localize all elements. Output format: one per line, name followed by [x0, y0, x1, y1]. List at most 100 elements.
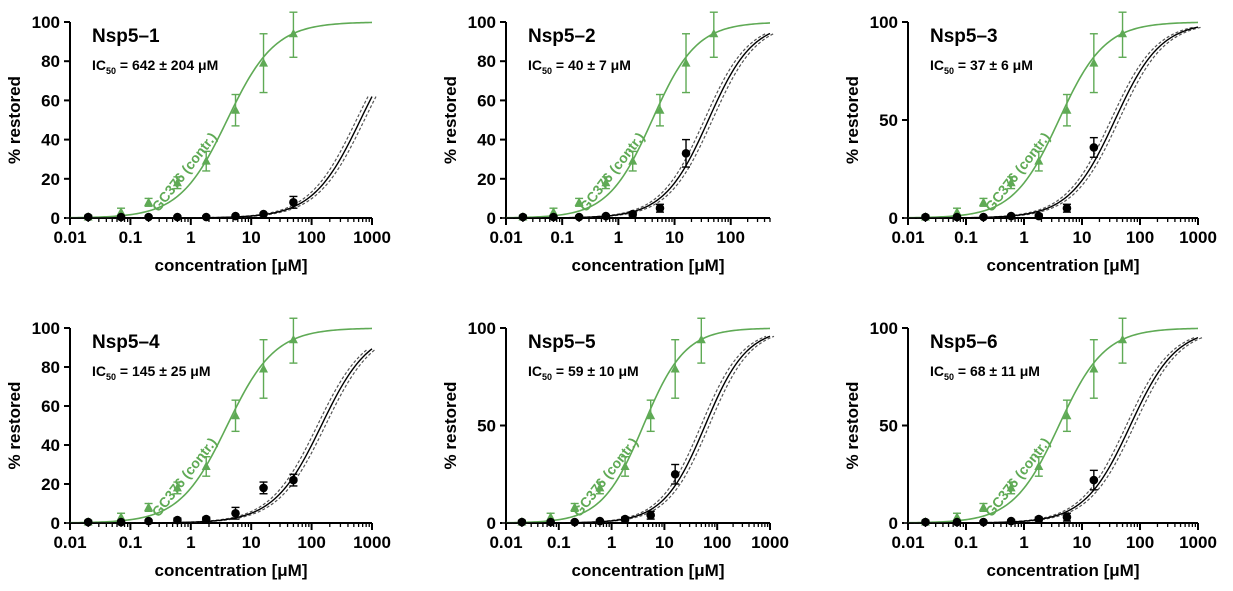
y-axis-title: % restored: [441, 382, 460, 470]
control-data-point: [570, 502, 580, 511]
y-tick-label: 40: [41, 436, 60, 455]
y-axis-title: % restored: [5, 76, 24, 164]
control-series-label: GC376 (contr.): [569, 434, 641, 519]
compound-data-point: [601, 211, 611, 221]
x-tick-label: 1: [614, 228, 623, 247]
control-data-point: [574, 197, 584, 206]
compound-ci-curve: [501, 335, 767, 524]
control-fit-curve: [505, 327, 771, 524]
control-data-point: [144, 502, 154, 511]
x-tick-label: 0.01: [891, 533, 924, 552]
compound-ci-curve: [66, 96, 369, 219]
compound-data-point: [628, 209, 638, 219]
compound-data-point: [173, 515, 182, 525]
compound-ci-curve: [903, 26, 1195, 219]
control-data-point: [628, 156, 638, 165]
x-tick-label: 0.01: [53, 228, 86, 247]
y-tick-label: 100: [870, 13, 898, 32]
compound-data-point: [670, 469, 680, 479]
ic50-label: IC50 = 37 ± 6 μM: [930, 57, 1033, 76]
x-tick-label: 0.1: [550, 228, 574, 247]
x-axis-title: concentration [μM]: [986, 256, 1139, 275]
ic50-subscript: 50: [944, 66, 954, 76]
y-tick-label: 0: [51, 514, 60, 533]
x-tick-label: 0.01: [891, 228, 924, 247]
x-tick-label: 0.1: [954, 228, 978, 247]
x-tick-label: 10: [1073, 228, 1092, 247]
compound-data-point: [83, 517, 93, 527]
x-tick-label: 100: [717, 228, 745, 247]
ic50-value: = 145 ± 25 μM: [116, 363, 210, 379]
y-axis-title: % restored: [5, 382, 24, 470]
compound-data-point: [570, 517, 579, 527]
chart-panel-4: 0 20 40 60 80 100 0.01 0.1 1 10 100 1000 concentrati…: [5, 317, 391, 580]
y-tick-label: 0: [889, 209, 898, 228]
y-axis-title: % restored: [843, 382, 862, 470]
chart-panel-6: 0 50 100 0.01 0.1 1 10 100 1000 concentration [μM…: [843, 317, 1217, 580]
chart-panel-3: 0 50 100 0.01 0.1 1 10 100 1000 concentration [μM…: [843, 11, 1217, 275]
x-tick-label: 1: [186, 228, 195, 247]
y-tick-label: 80: [41, 358, 60, 377]
y-tick-label: 20: [41, 475, 60, 494]
compound-data-point: [259, 483, 268, 493]
ic50-subscript: 50: [542, 66, 552, 76]
compound-data-point: [116, 212, 126, 222]
compound-data-point: [144, 516, 153, 526]
y-axis-title: % restored: [441, 76, 460, 164]
control-data-point: [1034, 461, 1044, 470]
compound-data-point: [173, 212, 182, 222]
compound-data-point: [921, 212, 930, 222]
control-fit-curve: [69, 21, 373, 219]
y-tick-label: 50: [477, 417, 496, 436]
control-data-point: [172, 482, 182, 492]
control-data-point: [1118, 334, 1128, 344]
control-data-point: [231, 410, 241, 420]
control-data-point: [1089, 58, 1099, 67]
x-tick-label: 1: [1019, 228, 1028, 247]
compound-data-point: [231, 211, 240, 221]
compound-data-point: [574, 212, 584, 222]
compound-data-point: [289, 475, 298, 485]
control-data-point: [288, 334, 298, 344]
y-tick-label: 0: [487, 514, 496, 533]
y-tick-label: 100: [32, 319, 60, 338]
control-data-point: [670, 363, 680, 373]
compound-data-point: [952, 212, 962, 222]
x-tick-label: 0.1: [119, 228, 143, 247]
compound-data-point: [144, 212, 153, 222]
control-data-point: [709, 28, 719, 38]
y-tick-label: 0: [487, 209, 496, 228]
compound-data-point: [231, 508, 240, 518]
compound-fit-curve: [506, 32, 771, 219]
compound-data-point: [1062, 512, 1072, 522]
y-tick-label: 100: [468, 319, 496, 338]
x-tick-label: 0.01: [489, 228, 522, 247]
control-data-point: [595, 482, 605, 492]
control-data-point: [696, 334, 706, 344]
y-tick-label: 0: [889, 514, 898, 533]
control-data-point: [1118, 28, 1128, 38]
ic50-label: IC50 = 59 ± 10 μM: [528, 363, 639, 382]
panel-title: Nsp5–5: [528, 332, 596, 353]
control-data-point: [601, 177, 611, 187]
ic50-value: = 40 ± 7 μM: [552, 57, 631, 73]
compound-data-point: [1034, 211, 1044, 221]
panel-title: Nsp5–4: [92, 332, 160, 353]
control-data-point: [201, 156, 211, 165]
x-tick-label: 100: [703, 533, 731, 552]
x-tick-label: 100: [1126, 228, 1154, 247]
compound-data-point: [655, 203, 665, 213]
control-data-point: [144, 197, 154, 206]
ic50-label: IC50 = 40 ± 7 μM: [528, 57, 631, 76]
control-data-point: [646, 410, 656, 420]
compound-data-point: [259, 209, 268, 219]
control-data-point: [1062, 410, 1072, 420]
compound-fit-curve: [70, 96, 373, 219]
control-data-point: [259, 363, 269, 373]
control-series-label: GC376 (contr.): [982, 434, 1054, 519]
x-tick-label: 1000: [353, 228, 391, 247]
x-tick-label: 1: [186, 533, 195, 552]
control-data-point: [655, 105, 665, 114]
